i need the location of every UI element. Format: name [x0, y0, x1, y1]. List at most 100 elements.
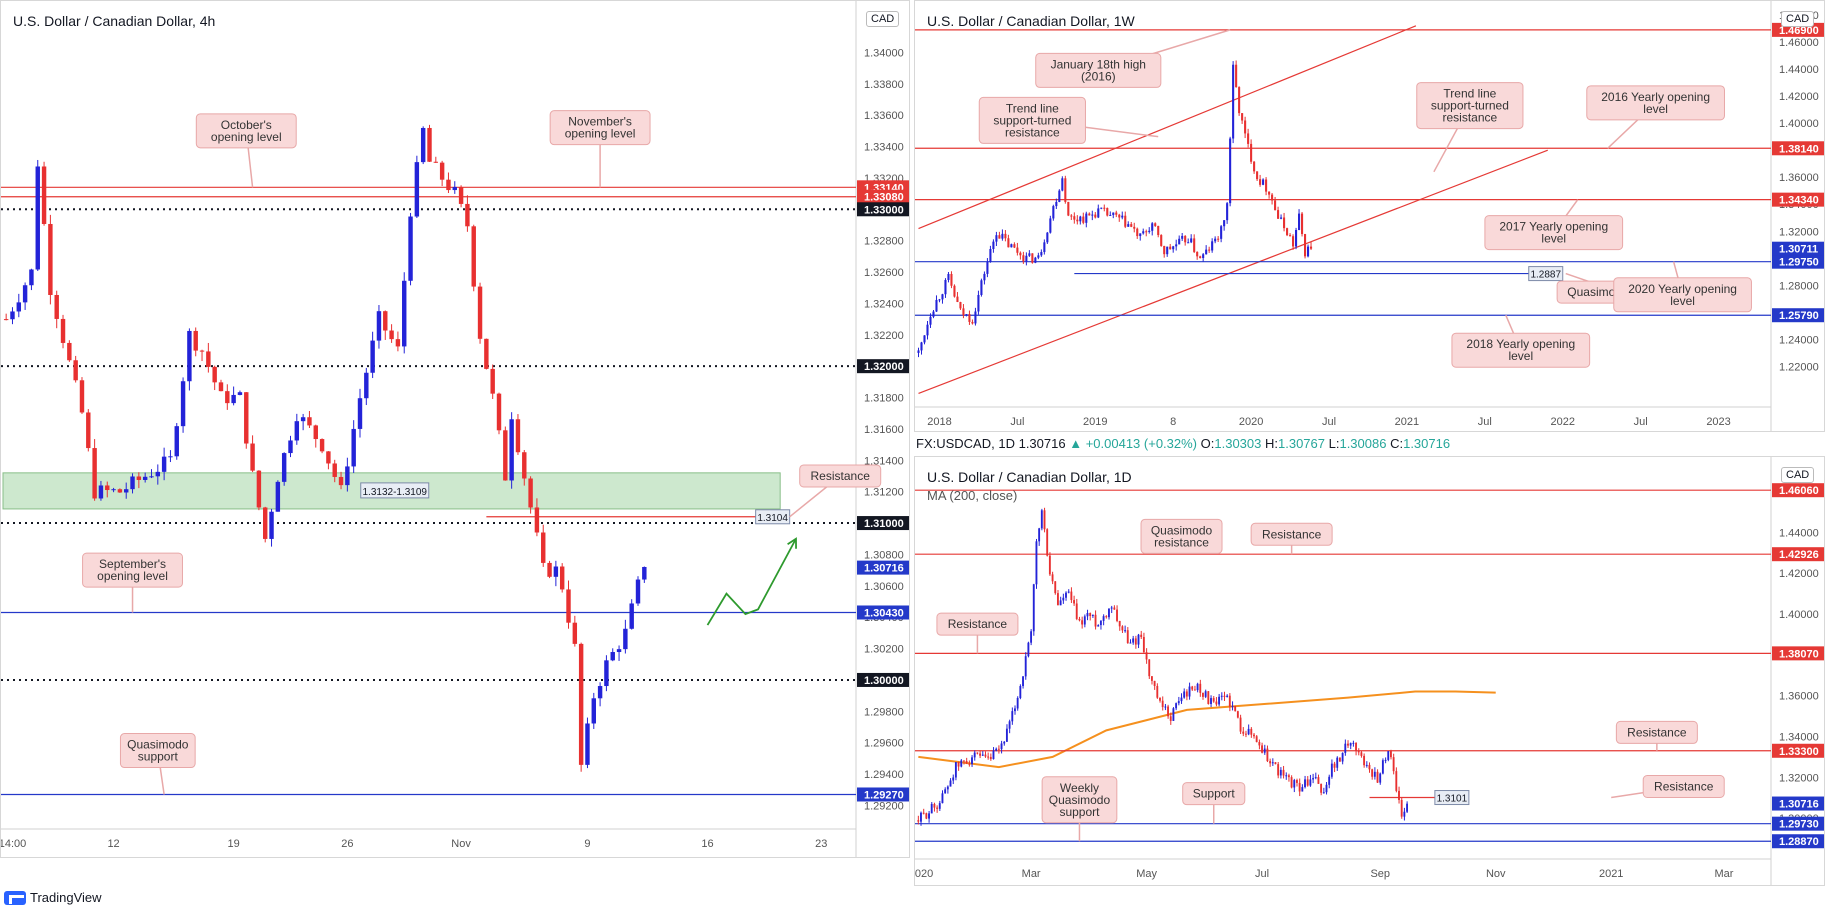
chart-daily-currency[interactable]: CAD	[1781, 467, 1815, 483]
candle-body	[1124, 215, 1127, 227]
chart-4h[interactable]: 1.340001.338001.336001.334001.332001.330…	[0, 0, 910, 858]
callout-text: Resistance	[948, 617, 1008, 631]
x-tick-label: May	[1136, 868, 1157, 880]
candle	[1169, 712, 1172, 725]
candle-body	[1043, 510, 1046, 530]
candle	[1076, 215, 1079, 225]
candle	[1259, 174, 1262, 187]
candle-body	[1306, 779, 1309, 786]
candle-body	[1027, 642, 1030, 657]
candle	[995, 747, 998, 752]
candle-body	[515, 419, 521, 453]
candle	[992, 239, 995, 253]
candle	[1157, 225, 1160, 238]
candle-body	[1231, 706, 1234, 708]
candle	[553, 560, 559, 587]
tradingview-footer[interactable]: TradingView	[4, 890, 102, 905]
candle	[263, 506, 268, 543]
candle-body	[1279, 769, 1282, 776]
candle	[1079, 215, 1082, 225]
candle-body	[123, 489, 129, 493]
price-axis-badge-label: 1.33300	[1779, 746, 1819, 758]
candle	[1094, 212, 1097, 219]
y-tick-label: 1.31400	[864, 455, 904, 467]
price-axis-badge	[857, 189, 909, 204]
y-tick-label: 1.44000	[1779, 64, 1819, 76]
candle	[1322, 787, 1325, 794]
candle	[591, 692, 596, 729]
chart-weekly[interactable]: 1.480001.460001.440001.420001.400001.380…	[914, 0, 1825, 432]
candle	[1142, 228, 1145, 235]
candle-body	[225, 391, 230, 404]
candle-body	[1046, 232, 1049, 243]
candle-body	[1202, 254, 1205, 259]
candle	[212, 365, 217, 391]
candle-body	[949, 780, 952, 787]
x-tick-label: Jul	[1010, 416, 1024, 428]
price-axis-badge-label: 1.46060	[1779, 485, 1819, 497]
candle-body	[965, 314, 968, 316]
price-axis-badge	[1772, 141, 1824, 156]
candle-body	[1061, 178, 1064, 191]
candle-body	[1336, 757, 1339, 768]
candle	[389, 324, 394, 343]
candle-body	[1110, 607, 1113, 609]
candle-body	[1199, 256, 1202, 259]
candle	[971, 319, 974, 325]
price-axis-badge-label: 1.46900	[1779, 25, 1819, 37]
x-tick-label: 23	[815, 838, 827, 850]
candle	[1040, 508, 1043, 531]
candle-body	[1363, 755, 1366, 766]
candle	[86, 409, 91, 452]
candle	[338, 471, 344, 490]
candle	[1091, 210, 1094, 221]
candle-body	[1130, 224, 1133, 227]
candle-body	[1259, 179, 1262, 185]
chart-4h-currency[interactable]: CAD	[866, 11, 900, 27]
ohlc-l: 1.30086	[1339, 436, 1387, 451]
chart-weekly-currency[interactable]: CAD	[1781, 11, 1815, 27]
callout-text: Quasimodo	[1049, 793, 1111, 807]
y-tick-label: 1.29400	[864, 769, 904, 781]
candle	[433, 156, 439, 163]
candle-body	[572, 622, 578, 644]
candle	[1212, 696, 1215, 703]
candle	[1296, 778, 1298, 787]
candle-body	[1010, 244, 1013, 248]
candle	[1262, 178, 1265, 186]
candle-body	[130, 476, 135, 490]
candle-body	[944, 279, 947, 295]
candle	[1091, 614, 1094, 618]
candle	[1320, 783, 1323, 796]
candle	[1357, 748, 1360, 756]
price-axis-badge-label: 1.29270	[864, 789, 904, 801]
callout: Resistance	[1615, 720, 1698, 751]
candle	[917, 815, 920, 825]
candle-body	[933, 803, 936, 808]
candle-body	[1265, 179, 1268, 192]
callout-text: Resistance	[1262, 527, 1322, 541]
candle-body	[1097, 208, 1100, 218]
candle	[1325, 781, 1328, 795]
candle	[1333, 761, 1336, 773]
candle	[1175, 702, 1178, 711]
chart-daily[interactable]: 1.460001.440001.420001.400001.380001.360…	[914, 456, 1825, 886]
candle-body	[941, 294, 944, 300]
candle-body	[1312, 778, 1314, 780]
candle-body	[187, 330, 192, 382]
candle	[1295, 227, 1298, 250]
candle	[1145, 648, 1148, 664]
candle	[941, 293, 944, 304]
candle	[950, 271, 953, 289]
candle	[1073, 212, 1076, 224]
candle-body	[953, 285, 956, 297]
candle-body	[420, 127, 426, 163]
candle	[1075, 598, 1078, 621]
candle-body	[1309, 779, 1312, 786]
candle-body	[971, 757, 973, 764]
candle-body	[1075, 603, 1078, 619]
candle	[1058, 189, 1061, 203]
y-tick-label: 1.22000	[1779, 361, 1819, 373]
